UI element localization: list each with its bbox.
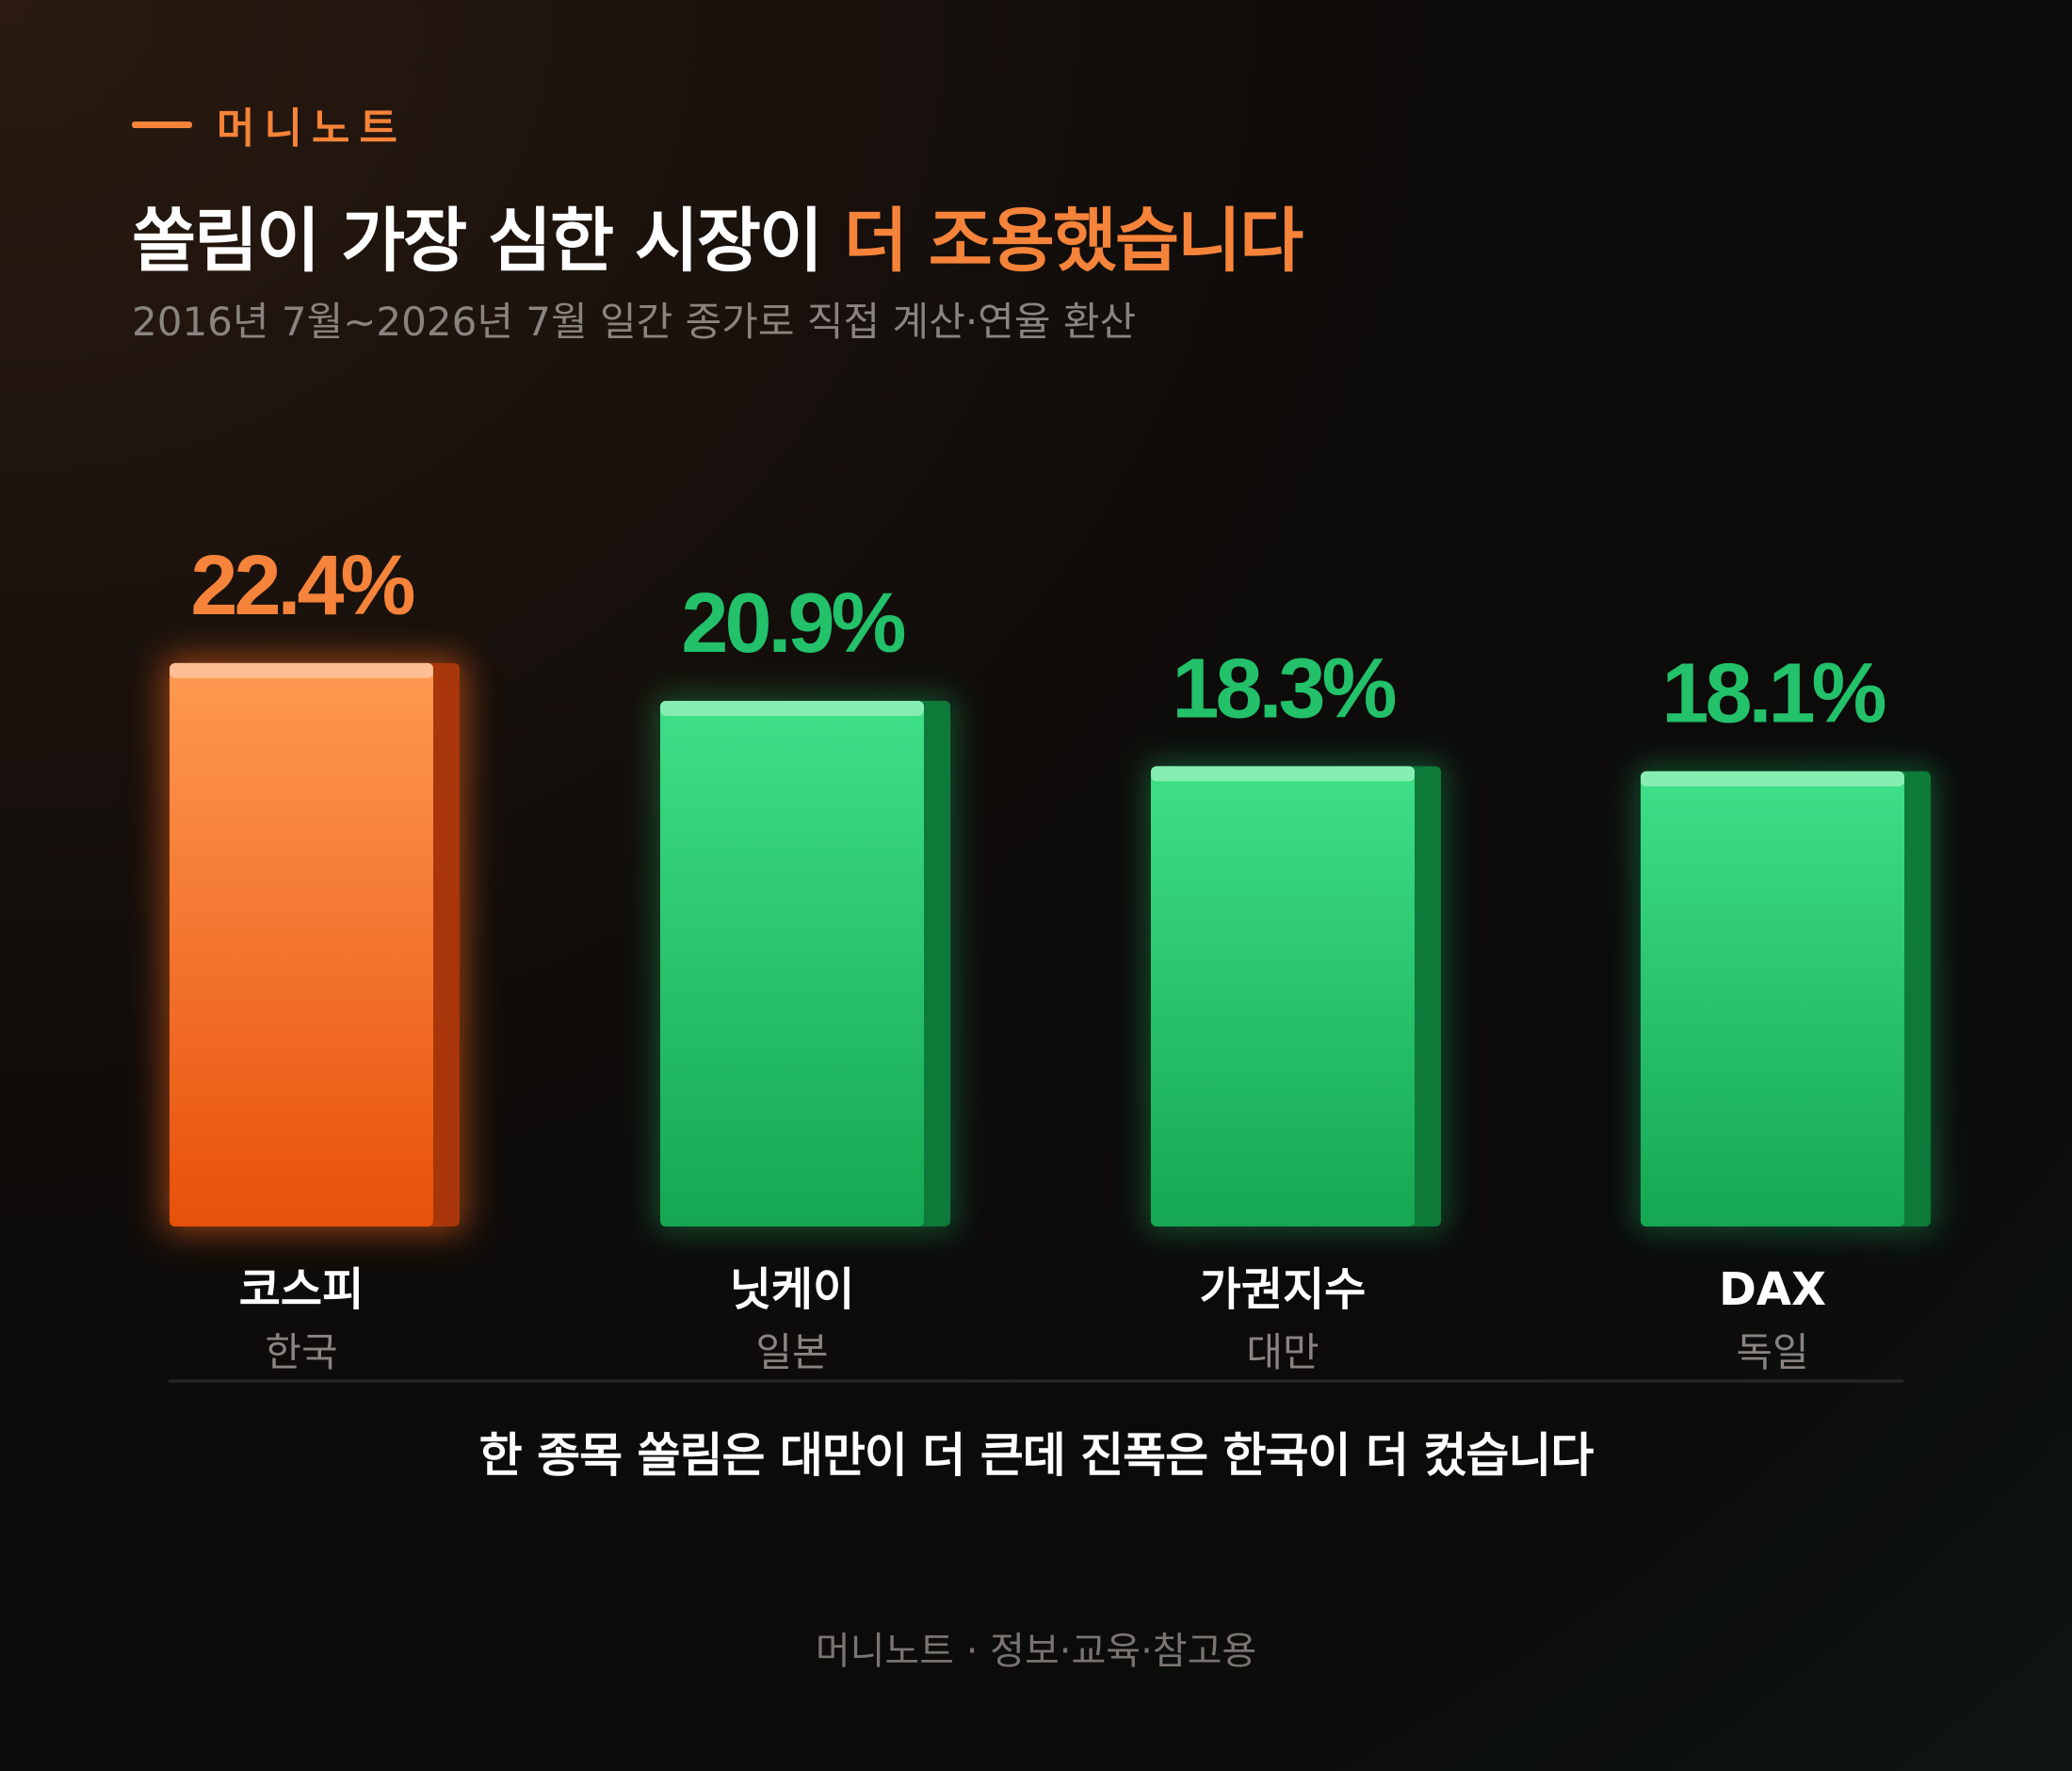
bar-cap <box>660 700 924 716</box>
bar <box>170 662 433 1227</box>
bar-cap <box>1151 766 1415 782</box>
title-main: 쏠림이 가장 심한 시장이 <box>132 201 844 282</box>
bar-side <box>916 700 950 1227</box>
page-title: 쏠림이 가장 심한 시장이 더 조용했습니다 <box>132 185 1303 285</box>
title-highlight: 더 조용했습니다 <box>843 201 1303 282</box>
category-sublabel: 대만 <box>1246 1329 1319 1375</box>
brand-dash <box>132 121 192 128</box>
footer: 머니노트 · 정보·교육·참고용 <box>815 1630 1257 1673</box>
category-label: 닛케이 <box>730 1263 854 1316</box>
bar <box>660 700 924 1227</box>
brand-label: 머니노트 <box>217 105 407 153</box>
category-label: 가권지수 <box>1200 1263 1367 1316</box>
bar <box>1151 766 1415 1227</box>
bar-cap <box>1641 771 1904 787</box>
category-label: DAX <box>1719 1263 1826 1316</box>
subtitle: 2016년 7월~2026년 7월 일간 종가로 직접 계산·연율 환산 <box>132 299 1137 345</box>
category-sublabel: 독일 <box>1736 1329 1808 1375</box>
bar-side <box>1897 771 1931 1227</box>
footnote: 한 종목 쏠림은 대만이 더 큰데 진폭은 한국이 더 컸습니다 <box>478 1428 1594 1483</box>
bar-value-label: 22.4% <box>190 539 413 633</box>
category-label: 코스피 <box>239 1263 364 1316</box>
bar <box>1641 771 1904 1227</box>
category-sublabel: 일본 <box>755 1329 828 1375</box>
bar-value-label: 18.3% <box>1172 642 1395 736</box>
bar-value-label: 20.9% <box>681 577 904 671</box>
category-sublabel: 한국 <box>265 1329 337 1375</box>
brand-row: 머니노트 <box>132 94 407 154</box>
bar-cap <box>170 662 433 678</box>
bar-side <box>426 662 460 1227</box>
bar-side <box>1407 766 1441 1227</box>
bar-value-label: 18.1% <box>1661 647 1885 741</box>
